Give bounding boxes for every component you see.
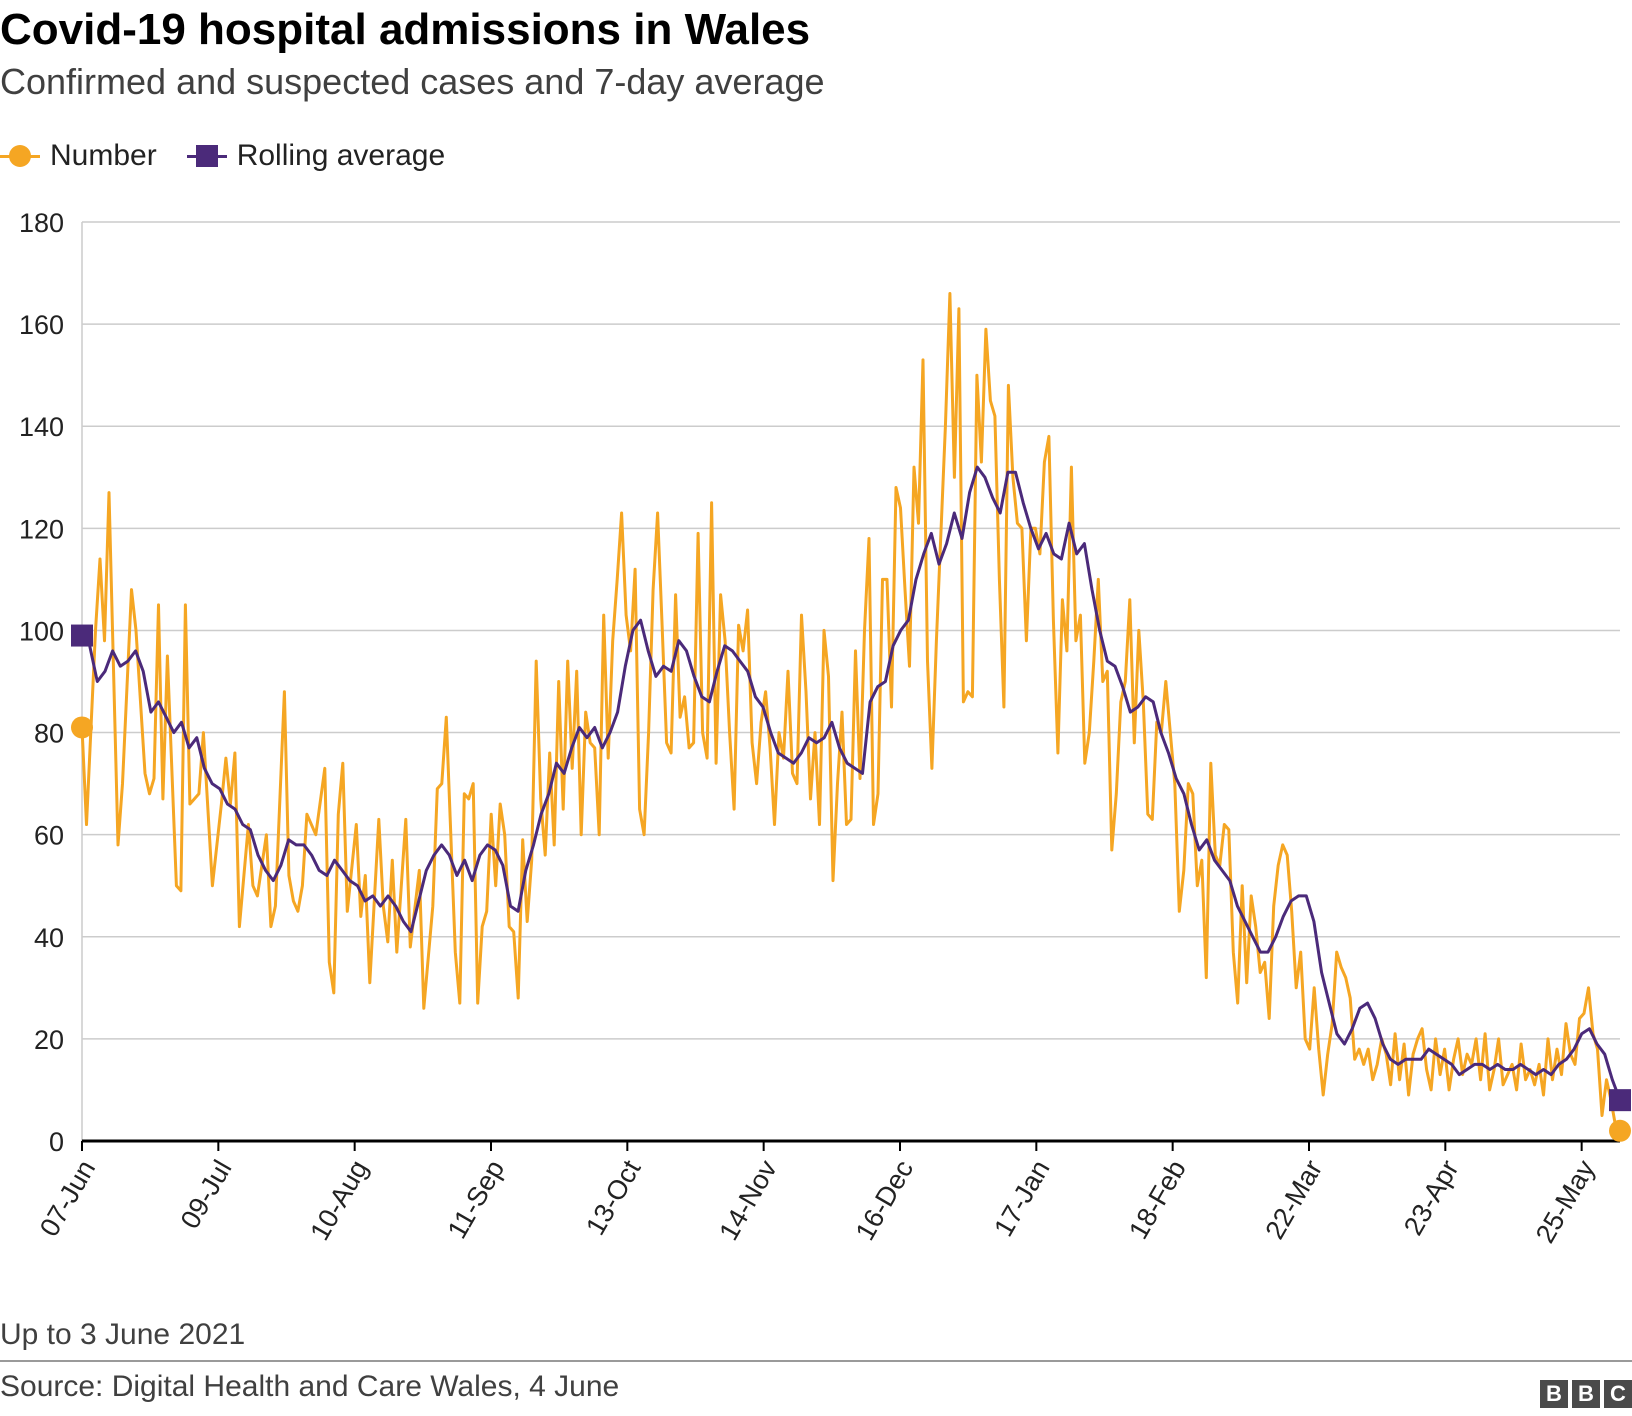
x-tick-label: 10-Aug <box>304 1155 374 1245</box>
legend-average-label: Rolling average <box>236 139 446 172</box>
legend-item-number: Number <box>0 138 157 174</box>
gridlines <box>81 221 1620 1141</box>
x-axis-ticks: 07-Jun 09-Jul 10-Aug 11-Sep 13-Oct 14-Nov 16-D… <box>34 1141 1601 1248</box>
x-tick-label: 07-Jun <box>34 1155 101 1242</box>
x-tick-label: 16-Dec <box>850 1155 920 1245</box>
chart-subtitle: Confirmed and suspected cases and 7-day … <box>0 61 825 102</box>
y-tick-label: 120 <box>19 514 64 544</box>
y-tick-label: 20 <box>34 1025 64 1055</box>
y-tick-label: 40 <box>34 923 64 953</box>
y-tick-label: 140 <box>19 412 64 442</box>
x-tick-label: 09-Jul <box>175 1155 238 1234</box>
number-start-marker <box>71 716 93 739</box>
x-tick-label: 23-Apr <box>1398 1155 1465 1240</box>
legend-item-average: Rolling average <box>186 138 446 174</box>
y-tick-label: 100 <box>19 616 64 646</box>
chart-title: Covid-19 hospital admissions in Wales <box>0 5 811 54</box>
y-tick-label: 180 <box>19 208 64 238</box>
y-axis-ticks: 0 20 40 60 80 100 120 140 160 180 <box>19 208 64 1157</box>
bbc-logo-letter-3: C <box>1604 1380 1632 1408</box>
bbc-logo: B B C <box>1536 1380 1632 1408</box>
x-tick-label: 13-Oct <box>580 1155 647 1241</box>
series-number-line <box>80 292 1622 1132</box>
x-tick-label: 11-Sep <box>442 1155 511 1244</box>
x-tick-label: 25-May <box>1530 1155 1601 1248</box>
x-tick-label: 14-Nov <box>713 1155 783 1246</box>
average-start-marker <box>71 624 93 647</box>
legend-number-swatch <box>0 138 40 174</box>
end-markers <box>71 624 1631 1142</box>
series-average-line <box>80 465 1622 1101</box>
legend-number-label: Number <box>50 139 157 172</box>
x-tick-label: 17-Jan <box>988 1155 1055 1242</box>
legend: Number Rolling average <box>0 136 475 176</box>
line-chart: 0 20 40 60 80 100 120 140 160 180 07-Jun 09-Jul 10-… <box>19 208 1631 1248</box>
footer-divider <box>0 1360 1632 1362</box>
footnote: Up to 3 June 2021 <box>0 1318 246 1351</box>
source-text: Source: Digital Health and Care Wales, 4… <box>0 1370 620 1403</box>
average-end-marker <box>1609 1089 1631 1112</box>
legend-average-swatch <box>186 138 227 174</box>
y-tick-label: 0 <box>49 1127 64 1157</box>
y-tick-label: 80 <box>34 719 64 749</box>
x-tick-label: 18-Feb <box>1123 1155 1192 1244</box>
y-tick-label: 160 <box>19 310 64 340</box>
bbc-logo-letter-1: B <box>1540 1380 1568 1408</box>
y-tick-label: 60 <box>34 821 64 851</box>
x-tick-label: 22-Mar <box>1259 1155 1328 1244</box>
number-end-marker <box>1609 1119 1631 1142</box>
bbc-logo-letter-2: B <box>1572 1380 1600 1408</box>
